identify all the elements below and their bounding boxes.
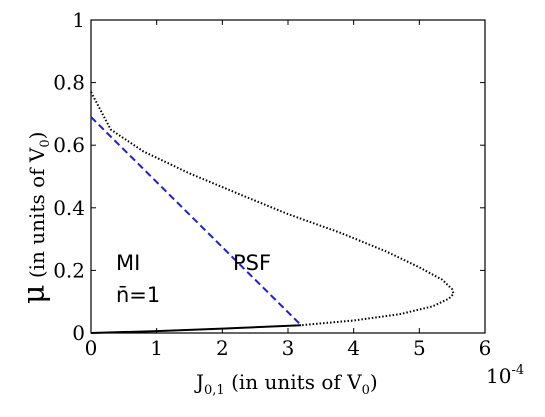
x-tick-label: 1 xyxy=(150,336,163,360)
x-tick-label: 0 xyxy=(85,336,98,360)
y-tick-label: 0.4 xyxy=(53,196,85,220)
x-label-unit-sub: 0 xyxy=(362,383,370,398)
y-label-unit-sub: 0 xyxy=(38,139,53,147)
x-label-j: J xyxy=(194,370,204,394)
boundary-dotted-curve xyxy=(90,91,455,327)
mi-label: MI xyxy=(116,251,140,275)
y-label-close: ) xyxy=(25,132,49,140)
x-tick-label: 5 xyxy=(413,336,426,360)
y-label-rest: (in units of V xyxy=(25,147,49,284)
psf-dashed-line xyxy=(90,116,302,326)
y-tick-label: 0.6 xyxy=(53,133,85,157)
y-tick-label: 0 xyxy=(72,321,85,345)
x-tick-label: 2 xyxy=(216,336,229,360)
x-label-close: ) xyxy=(370,370,378,394)
tick-layer: 0 1 2 3 4 5 6 0 0.2 0.4 0.6 0.8 1 xyxy=(53,8,491,360)
mi-solid-line xyxy=(90,324,302,334)
x-label-rest: (in units of V xyxy=(225,370,362,394)
x-exponent-power: -4 xyxy=(511,363,524,378)
psf-label: PSF xyxy=(233,251,271,275)
y-tick-label: 0.8 xyxy=(53,71,85,95)
x-tick-label: 6 xyxy=(479,336,492,360)
x-tick-label: 3 xyxy=(282,336,295,360)
series-layer xyxy=(90,91,455,334)
x-exponent: 10-4 xyxy=(486,363,524,388)
y-tick-label: 1 xyxy=(72,8,85,32)
x-exponent-base: 10 xyxy=(486,364,511,388)
x-axis-label: J0,1 (in units of V0) xyxy=(194,370,378,398)
y-tick-label: 0.2 xyxy=(53,258,85,282)
x-tick-label: 4 xyxy=(347,336,360,360)
y-label-mu: μ xyxy=(17,285,52,305)
x-label-sub: 0,1 xyxy=(204,383,225,398)
n-label: n̄=1 xyxy=(116,283,160,307)
y-axis-label: μ (in units of V0) xyxy=(17,132,53,304)
